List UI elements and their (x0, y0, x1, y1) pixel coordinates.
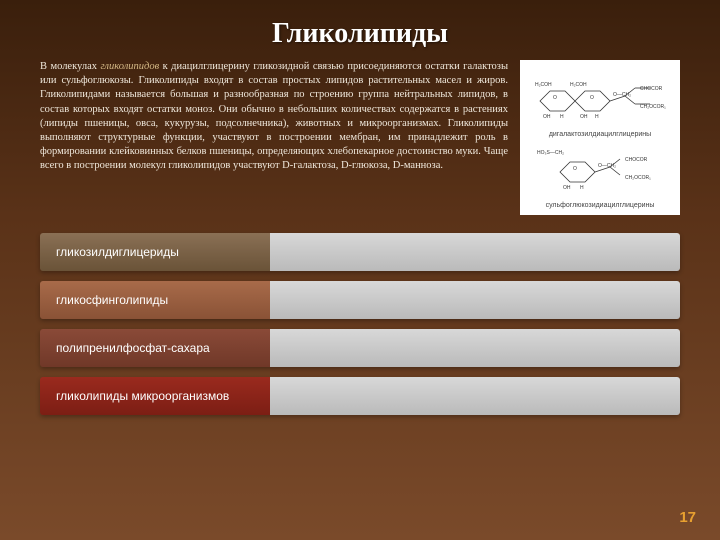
category-bar-track (270, 281, 680, 319)
svg-text:OH: OH (563, 185, 571, 191)
category-bar: гликосфинголипиды (40, 281, 680, 319)
page-title: Гликолипиды (40, 18, 680, 50)
svg-text:CHOCOR: CHOCOR (625, 157, 648, 163)
svg-text:H₂COH: H₂COH (535, 82, 552, 88)
category-bar-track (270, 233, 680, 271)
diagram-label-2: сульфоглюкозидиацилглицерины (546, 202, 655, 209)
svg-text:O: O (573, 166, 577, 172)
category-bar: гликолипиды микроорганизмов (40, 377, 680, 415)
svg-text:CH₂OCOR₁: CH₂OCOR₁ (625, 175, 651, 181)
molecule-icon: H₂COH H₂COH OH H OH H O O O—CH₂ CHOCOR CH₂O… (525, 66, 675, 126)
svg-text:CH₂OCOR₁: CH₂OCOR₁ (640, 104, 666, 110)
molecule-icon: HO₃S—CH₂ OH H O O—CH₂ CHOCOR CH₂OCOR₁ (525, 142, 675, 197)
category-bar-track (270, 329, 680, 367)
svg-text:O: O (553, 95, 557, 101)
svg-text:H: H (595, 114, 599, 120)
svg-text:H: H (580, 185, 584, 191)
diagram-label-1: дигалактозилдиацилглицерины (549, 131, 651, 138)
svg-text:O—CH₂: O—CH₂ (613, 92, 631, 98)
content-row: В молекулах гликолипидов к диацилглицери… (40, 60, 680, 215)
category-bar: полипренилфосфат-сахара (40, 329, 680, 367)
svg-text:H: H (560, 114, 564, 120)
svg-text:OH: OH (543, 114, 551, 120)
category-bar-label: гликосфинголипиды (40, 281, 270, 319)
category-bar-label: полипренилфосфат-сахара (40, 329, 270, 367)
svg-text:CHOCOR: CHOCOR (640, 86, 663, 92)
category-bar-label: гликозилдиглицериды (40, 233, 270, 271)
body-text: В молекулах гликолипидов к диацилглицери… (40, 60, 508, 215)
page-number: 17 (679, 509, 696, 526)
category-bars: гликозилдиглицериды гликосфинголипиды поли… (40, 233, 680, 415)
slide: Гликолипиды В молекулах гликолипидов к д… (0, 0, 720, 540)
svg-text:O—CH₂: O—CH₂ (598, 163, 616, 169)
category-bar: гликозилдиглицериды (40, 233, 680, 271)
svg-text:OH: OH (580, 114, 588, 120)
svg-text:O: O (590, 95, 594, 101)
svg-text:HO₃S—CH₂: HO₃S—CH₂ (537, 150, 564, 156)
category-bar-label: гликолипиды микроорганизмов (40, 377, 270, 415)
category-bar-track (270, 377, 680, 415)
chemical-diagram: H₂COH H₂COH OHH OHH OO O—CH₂ CHOCOR CH₂O… (520, 60, 680, 215)
svg-text:H₂COH: H₂COH (570, 82, 587, 88)
